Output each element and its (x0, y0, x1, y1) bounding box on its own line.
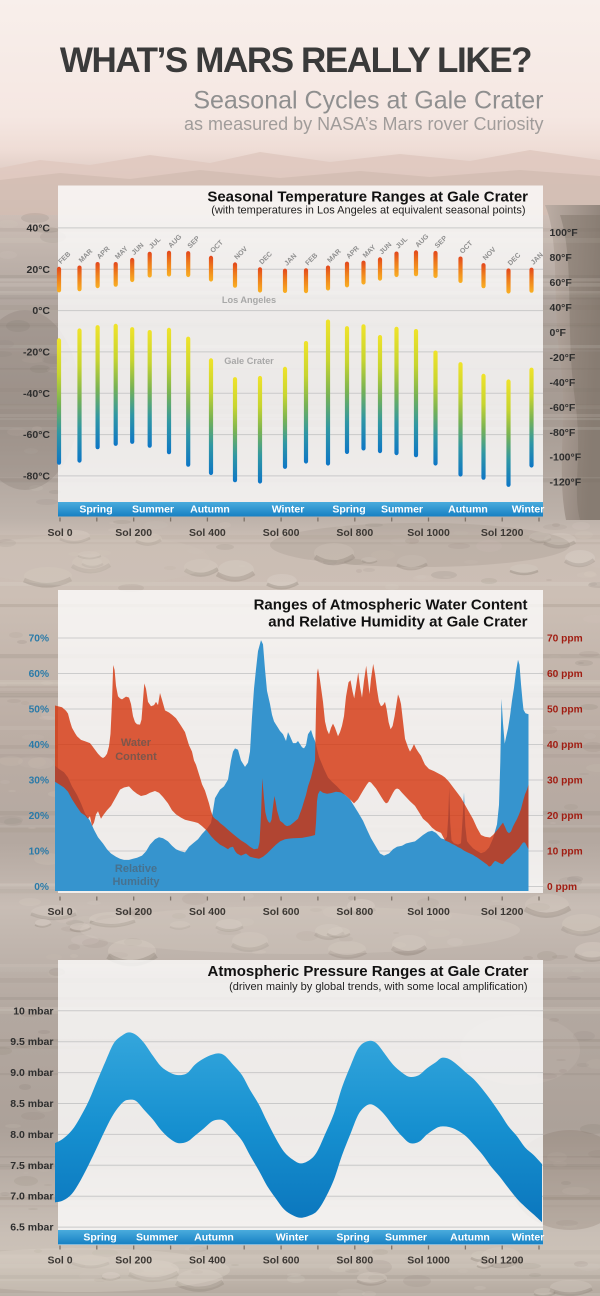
svg-text:Summer: Summer (132, 504, 174, 516)
svg-text:Humidity: Humidity (112, 876, 160, 888)
svg-text:Seasonal Temperature Ranges at: Seasonal Temperature Ranges at Gale Crat… (207, 189, 528, 206)
svg-text:Winter: Winter (272, 504, 305, 516)
svg-text:Autumn: Autumn (194, 1232, 234, 1244)
svg-text:40 ppm: 40 ppm (547, 740, 583, 751)
svg-text:-20°F: -20°F (550, 352, 576, 364)
svg-text:8.5 mbar: 8.5 mbar (10, 1098, 53, 1110)
svg-text:-60°C: -60°C (23, 429, 50, 441)
svg-text:-40°F: -40°F (550, 377, 576, 389)
svg-text:Winter: Winter (512, 1232, 545, 1244)
svg-text:0 ppm: 0 ppm (547, 882, 577, 893)
svg-text:Water: Water (121, 737, 152, 749)
svg-text:100°F: 100°F (550, 227, 579, 239)
svg-text:Relative: Relative (115, 863, 157, 875)
svg-text:Winter: Winter (512, 504, 545, 516)
svg-text:Sol 800: Sol 800 (336, 527, 373, 539)
svg-text:-40°C: -40°C (23, 388, 50, 400)
svg-text:Sol 0: Sol 0 (47, 906, 72, 918)
svg-text:10 mbar: 10 mbar (13, 1005, 53, 1017)
svg-text:as measured by NASA’s Mars rov: as measured by NASA’s Mars rover Curiosi… (184, 114, 543, 134)
svg-text:Autumn: Autumn (190, 504, 230, 516)
svg-text:Autumn: Autumn (448, 504, 488, 516)
svg-text:10 ppm: 10 ppm (547, 847, 583, 858)
svg-text:Los Angeles: Los Angeles (222, 295, 276, 305)
svg-text:Content: Content (115, 751, 157, 763)
svg-text:Sol 600: Sol 600 (263, 906, 300, 918)
svg-text:7.0 mbar: 7.0 mbar (10, 1191, 53, 1203)
svg-text:30 ppm: 30 ppm (547, 776, 583, 787)
svg-text:WHAT’S MARS REALLY LIKE?: WHAT’S MARS REALLY LIKE? (60, 41, 531, 80)
svg-text:10%: 10% (29, 847, 49, 858)
svg-text:-20°C: -20°C (23, 346, 50, 358)
svg-text:-120°F: -120°F (550, 477, 582, 489)
svg-text:Sol 1200: Sol 1200 (481, 906, 524, 918)
svg-text:0°C: 0°C (32, 305, 50, 317)
svg-text:20 ppm: 20 ppm (547, 811, 583, 822)
svg-text:Sol 800: Sol 800 (336, 1255, 373, 1267)
svg-text:(driven mainly by global trend: (driven mainly by global trends, with so… (229, 981, 527, 993)
svg-text:Summer: Summer (136, 1232, 178, 1244)
svg-text:Sol 0: Sol 0 (47, 1255, 72, 1267)
svg-text:Autumn: Autumn (450, 1232, 490, 1244)
svg-text:60°F: 60°F (550, 277, 573, 289)
svg-text:20%: 20% (29, 811, 49, 822)
svg-text:-80°C: -80°C (23, 470, 50, 482)
svg-text:Gale Crater: Gale Crater (224, 356, 274, 366)
svg-text:0%: 0% (34, 882, 49, 893)
svg-text:Sol 400: Sol 400 (189, 906, 226, 918)
svg-text:Sol 1200: Sol 1200 (481, 1255, 524, 1267)
svg-text:Spring: Spring (336, 1232, 369, 1244)
svg-text:Sol 400: Sol 400 (189, 1255, 226, 1267)
svg-text:60 ppm: 60 ppm (547, 669, 583, 680)
svg-text:Sol 1000: Sol 1000 (407, 1255, 450, 1267)
svg-text:6.5 mbar: 6.5 mbar (10, 1222, 53, 1234)
svg-text:Ranges of Atmospheric Water Co: Ranges of Atmospheric Water Content (254, 597, 528, 614)
svg-text:0°F: 0°F (550, 327, 567, 339)
svg-text:60%: 60% (29, 669, 49, 680)
svg-text:Sol 0: Sol 0 (47, 527, 72, 539)
svg-text:-60°F: -60°F (550, 402, 576, 414)
svg-text:Sol 1000: Sol 1000 (407, 906, 450, 918)
svg-text:Sol 800: Sol 800 (336, 906, 373, 918)
svg-text:Seasonal Cycles at Gale Crater: Seasonal Cycles at Gale Crater (193, 87, 543, 115)
svg-text:-80°F: -80°F (550, 427, 576, 439)
svg-text:20°C: 20°C (27, 264, 51, 276)
svg-text:40°F: 40°F (550, 302, 573, 314)
svg-text:9.5 mbar: 9.5 mbar (10, 1036, 53, 1048)
svg-text:30%: 30% (29, 776, 49, 787)
svg-text:50 ppm: 50 ppm (547, 705, 583, 716)
svg-text:Atmospheric Pressure Ranges at: Atmospheric Pressure Ranges at Gale Crat… (208, 963, 529, 980)
svg-text:and Relative Humidity at Gale: and Relative Humidity at Gale Crater (268, 614, 527, 631)
svg-text:Sol 200: Sol 200 (115, 527, 152, 539)
svg-text:50%: 50% (29, 705, 49, 716)
svg-text:Sol 200: Sol 200 (115, 906, 152, 918)
svg-text:Sol 200: Sol 200 (115, 1255, 152, 1267)
svg-text:Sol 600: Sol 600 (263, 527, 300, 539)
svg-text:Spring: Spring (83, 1232, 116, 1244)
svg-text:Sol 1000: Sol 1000 (407, 527, 450, 539)
svg-text:Summer: Summer (385, 1232, 427, 1244)
svg-text:Sol 600: Sol 600 (263, 1255, 300, 1267)
svg-text:40%: 40% (29, 740, 49, 751)
svg-text:70 ppm: 70 ppm (547, 634, 583, 645)
svg-text:-100°F: -100°F (550, 452, 582, 464)
svg-text:Spring: Spring (79, 504, 112, 516)
svg-text:Sol 400: Sol 400 (189, 527, 226, 539)
svg-text:8.0 mbar: 8.0 mbar (10, 1129, 53, 1141)
svg-text:70%: 70% (29, 634, 49, 645)
svg-text:Winter: Winter (276, 1232, 309, 1244)
svg-text:Summer: Summer (381, 504, 423, 516)
svg-text:9.0 mbar: 9.0 mbar (10, 1067, 53, 1079)
svg-text:Sol 1200: Sol 1200 (481, 527, 524, 539)
svg-text:40°C: 40°C (27, 222, 51, 234)
svg-text:80°F: 80°F (550, 252, 573, 264)
svg-text:Spring: Spring (332, 504, 365, 516)
svg-text:(with temperatures in Los Ange: (with temperatures in Los Angeles at equ… (211, 205, 525, 217)
svg-text:7.5 mbar: 7.5 mbar (10, 1160, 53, 1172)
